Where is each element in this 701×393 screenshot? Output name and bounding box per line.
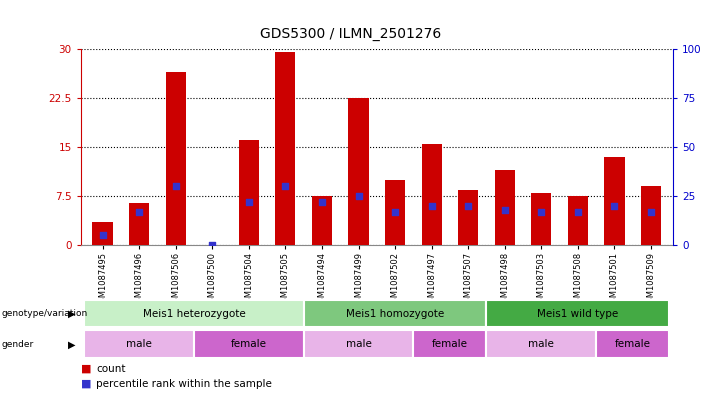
Text: male: male [346, 339, 372, 349]
Text: Meis1 wild type: Meis1 wild type [537, 309, 618, 319]
Bar [414, 331, 486, 358]
Bar [275, 52, 295, 245]
Bar [486, 300, 669, 327]
Point [426, 203, 437, 209]
Text: Meis1 homozygote: Meis1 homozygote [346, 309, 444, 319]
Bar [348, 98, 369, 245]
Bar [165, 72, 186, 245]
Bar [239, 140, 259, 245]
Text: count: count [96, 364, 125, 374]
Point [207, 242, 218, 248]
Point [97, 232, 108, 239]
Point [353, 193, 364, 199]
Bar [596, 331, 669, 358]
Text: ■: ■ [81, 378, 91, 389]
Text: ▶: ▶ [68, 339, 76, 349]
Point [499, 207, 510, 213]
Point [536, 209, 547, 215]
Bar [385, 180, 405, 245]
Text: female: female [231, 339, 267, 349]
Point [463, 203, 474, 209]
Text: female: female [615, 339, 651, 349]
Point [646, 209, 657, 215]
Text: ■: ■ [81, 364, 91, 374]
Bar [304, 331, 414, 358]
Text: GDS5300 / ILMN_2501276: GDS5300 / ILMN_2501276 [260, 27, 441, 41]
Bar [421, 144, 442, 245]
Bar [93, 222, 113, 245]
Bar [312, 196, 332, 245]
Point [280, 183, 291, 189]
Text: male: male [126, 339, 152, 349]
Text: ▶: ▶ [68, 309, 76, 319]
Text: gender: gender [1, 340, 34, 349]
Bar [458, 189, 478, 245]
Text: Meis1 heterozygote: Meis1 heterozygote [142, 309, 245, 319]
Point [572, 209, 583, 215]
Point [133, 209, 144, 215]
Bar [495, 170, 515, 245]
Bar [129, 203, 149, 245]
Text: genotype/variation: genotype/variation [1, 309, 88, 318]
Bar [84, 300, 304, 327]
Point [170, 183, 182, 189]
Text: percentile rank within the sample: percentile rank within the sample [96, 378, 272, 389]
Text: male: male [529, 339, 554, 349]
Bar [568, 196, 588, 245]
Bar [641, 186, 661, 245]
Bar [304, 300, 486, 327]
Bar [531, 193, 552, 245]
Bar [202, 244, 222, 245]
Point [390, 209, 401, 215]
Text: female: female [432, 339, 468, 349]
Bar [604, 157, 625, 245]
Bar [194, 331, 304, 358]
Point [316, 199, 327, 205]
Bar [84, 331, 194, 358]
Point [243, 199, 254, 205]
Point [609, 203, 620, 209]
Bar [486, 331, 596, 358]
